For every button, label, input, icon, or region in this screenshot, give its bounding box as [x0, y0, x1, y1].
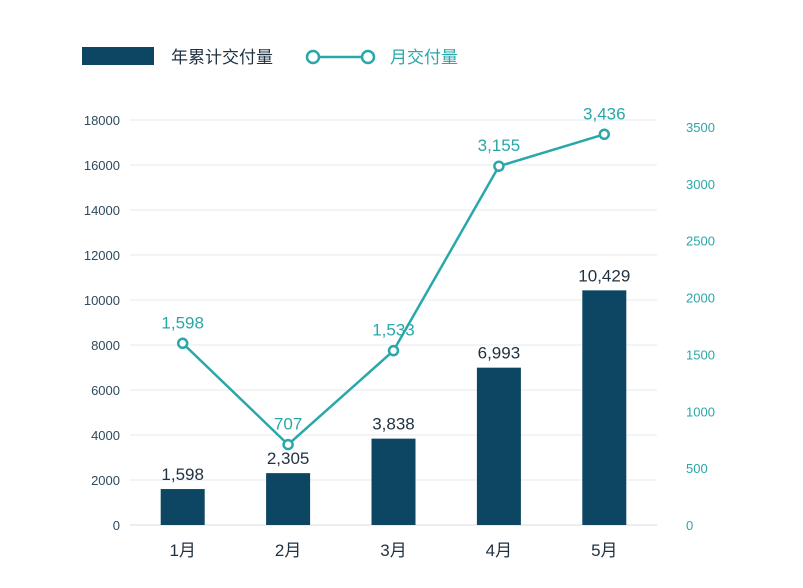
legend-bar-label: 年累计交付量	[171, 48, 273, 67]
left-tick-label: 4000	[91, 428, 120, 443]
line-point	[493, 160, 505, 172]
right-tick-label: 3500	[686, 120, 715, 135]
right-tick-label: 1000	[686, 404, 715, 419]
line-point	[176, 337, 189, 350]
left-tick-label: 0	[113, 518, 120, 533]
legend-bar-swatch	[82, 47, 154, 65]
bar	[266, 473, 311, 525]
left-tick-label: 6000	[91, 383, 120, 398]
left-tick-label: 18000	[84, 113, 120, 128]
legend: 年累计交付量 月交付量	[82, 47, 458, 67]
line-point	[387, 344, 400, 357]
left-tick-label: 2000	[91, 473, 120, 488]
right-tick-label: 500	[686, 461, 708, 476]
x-tick-label: 3月	[380, 541, 406, 560]
left-axis: 0 2000 4000 6000 8000 10000 12000 14000 16000 180…	[84, 113, 120, 533]
x-tick-label: 5月	[591, 541, 617, 560]
right-tick-label: 3000	[686, 177, 715, 192]
left-tick-label: 12000	[84, 248, 120, 263]
x-tick-label: 2月	[275, 541, 301, 560]
bar-series: 1,598 2,305 3,838 6,993 10,429	[160, 266, 630, 525]
bar-data-label: 10,429	[578, 266, 630, 285]
legend-line-marker-left	[305, 49, 321, 65]
right-tick-label: 2500	[686, 234, 715, 249]
x-tick-label: 4月	[486, 541, 512, 560]
right-tick-label: 0	[686, 518, 693, 533]
right-tick-label: 2000	[686, 291, 715, 306]
bar-data-label: 3,838	[372, 415, 415, 434]
left-tick-label: 8000	[91, 338, 120, 353]
bar	[582, 290, 627, 525]
bar	[476, 367, 521, 525]
line-data-label: 1,598	[161, 313, 204, 332]
line-point	[598, 128, 611, 141]
series-line	[181, 133, 605, 446]
legend-line-marker-right	[360, 49, 376, 65]
line-data-label: 3,436	[583, 104, 626, 123]
line-data-label: 3,155	[478, 136, 521, 155]
bar-data-label: 1,598	[161, 465, 204, 484]
right-tick-label: 1500	[686, 347, 715, 362]
bar-data-label: 2,305	[267, 449, 310, 468]
left-tick-label: 10000	[84, 293, 120, 308]
x-axis: 1月 2月 3月 4月 5月	[169, 541, 617, 560]
line-point	[282, 438, 294, 451]
left-tick-label: 14000	[84, 203, 120, 218]
line-data-label: 707	[274, 415, 302, 434]
line-data-label: 1,533	[372, 321, 415, 340]
left-tick-label: 16000	[84, 158, 120, 173]
line-series: 1,598 707 1,533 3,155 3,436	[161, 104, 626, 451]
x-tick-label: 1月	[169, 541, 195, 560]
bar-data-label: 6,993	[478, 344, 521, 363]
legend-line-label: 月交付量	[390, 48, 458, 67]
right-axis: 0 500 1000 1500 2000 2500 3000 3500	[686, 120, 715, 533]
bar	[160, 489, 205, 525]
bar	[371, 438, 416, 525]
